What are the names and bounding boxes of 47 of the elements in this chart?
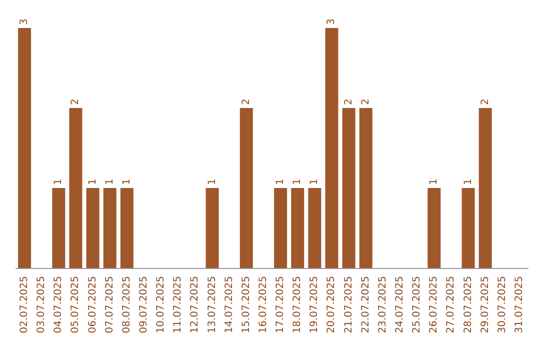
- x-tick-label: 09.07.2025: [138, 276, 150, 334]
- x-tick-label: 13.07.2025: [206, 276, 218, 334]
- data-label: 2: [360, 98, 372, 105]
- x-tick-label: 26.07.2025: [428, 276, 440, 334]
- x-tick-label: 18.07.2025: [292, 276, 304, 334]
- data-label: 3: [19, 18, 30, 25]
- data-label: 1: [121, 178, 132, 185]
- x-tick-label: 02.07.2025: [19, 276, 30, 334]
- data-label: 1: [87, 178, 98, 185]
- data-label: 1: [309, 178, 320, 185]
- data-label: 1: [428, 178, 440, 185]
- data-label: 1: [53, 178, 64, 185]
- x-tick-label: 31.07.2025: [514, 276, 525, 334]
- data-label: 1: [104, 178, 116, 185]
- x-tick-label: 25.07.2025: [412, 276, 423, 334]
- data-label: 1: [292, 178, 304, 185]
- x-tick-label: 19.07.2025: [309, 276, 320, 334]
- data-label: 2: [343, 98, 354, 105]
- x-tick-label: 06.07.2025: [87, 276, 98, 334]
- x-tick-label: 05.07.2025: [70, 276, 82, 334]
- x-tick-label: 28.07.2025: [462, 276, 474, 334]
- x-tick-label: 03.07.2025: [36, 276, 48, 334]
- x-tick-label: 16.07.2025: [258, 276, 269, 334]
- x-tick-label: 08.07.2025: [121, 276, 132, 334]
- data-label: 1: [206, 178, 218, 185]
- x-tick-label: 20.07.2025: [326, 276, 338, 334]
- x-tick-label: 23.07.2025: [377, 276, 388, 334]
- x-tick-label: 30.07.2025: [496, 276, 508, 334]
- x-tick-label: 14.07.2025: [224, 276, 235, 334]
- x-tick-label: 17.07.2025: [275, 276, 286, 334]
- data-label: 1: [275, 178, 286, 185]
- data-label: 1: [462, 178, 474, 185]
- x-tick-label: 07.07.2025: [104, 276, 116, 334]
- data-label: 3: [326, 18, 338, 25]
- data-label: 2: [70, 98, 82, 105]
- x-tick-label: 15.07.2025: [240, 276, 252, 334]
- x-tick-label: 12.07.2025: [190, 276, 201, 334]
- data-label: 2: [480, 98, 491, 105]
- x-tick-label: 21.07.2025: [343, 276, 354, 334]
- x-tick-label: 04.07.2025: [53, 276, 64, 334]
- x-tick-label: 10.07.2025: [156, 276, 167, 334]
- x-tick-label: 29.07.2025: [480, 276, 491, 334]
- x-tick-label: 24.07.2025: [394, 276, 406, 334]
- x-tick-label: 27.07.2025: [446, 276, 457, 334]
- x-tick-label: 22.07.2025: [360, 276, 372, 334]
- data-label: 2: [240, 98, 252, 105]
- x-tick-label: 11.07.2025: [172, 276, 184, 334]
